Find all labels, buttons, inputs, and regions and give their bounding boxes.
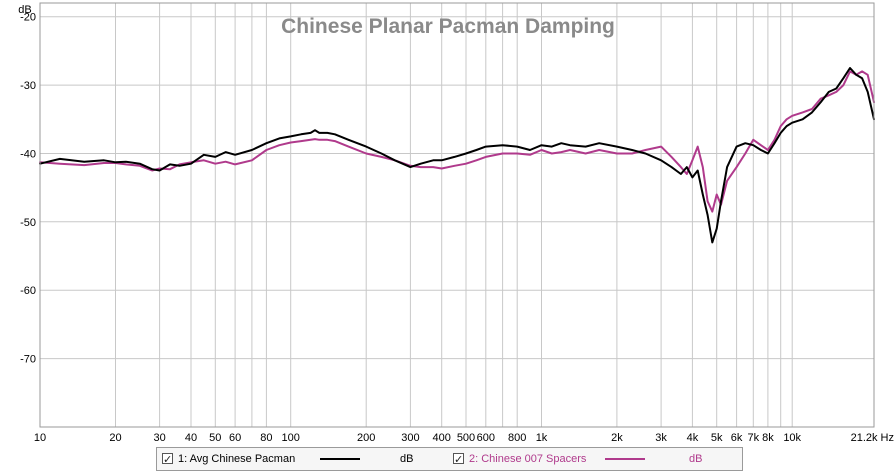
legend: 1: Avg Chinese Pacman dB 2: Chinese 007 … [156, 447, 743, 471]
y-tick-labels: -20 -30 -40 -50 -60 -70 [20, 12, 36, 366]
x-tick-label: 20 [109, 432, 121, 444]
x-tick-label: 40 [185, 432, 197, 444]
series-1-swatch [320, 458, 360, 460]
series-1-name: 1: Avg Chinese Pacman [178, 453, 296, 465]
frequency-response-chart: Chinese Planar Pacman Damping dB -20-30-… [18, 2, 894, 444]
legend-item-series-2[interactable]: 2: Chinese 007 Spacers dB [453, 448, 743, 471]
y-gridlines [40, 16, 874, 360]
x-tick-label: 2k [611, 432, 623, 444]
x-tick-label: 3k [655, 432, 667, 444]
series-2-checkbox[interactable] [453, 449, 464, 471]
y-axis-label: dB [18, 4, 31, 16]
series-line-2 [39, 70, 875, 213]
series-2-name: 2: Chinese 007 Spacers [469, 453, 587, 465]
x-tick-label: 200 [357, 432, 375, 444]
x-tick-label: 8k [762, 432, 774, 444]
series-2-unit: dB [689, 453, 703, 465]
x-tick-label: 600 [477, 432, 495, 444]
plot-background [40, 3, 874, 427]
x-tick-label: 6k [731, 432, 743, 444]
legend-item-series-1[interactable]: 1: Avg Chinese Pacman dB [162, 448, 452, 471]
x-tick-label: 300 [401, 432, 419, 444]
series-line-1 [39, 67, 875, 244]
series-2-swatch [605, 458, 645, 460]
x-tick-label: 100 [282, 432, 300, 444]
series-1-checkbox[interactable] [162, 449, 173, 471]
x-tick-label: 10 [34, 432, 46, 444]
x-tick-label: 1k [536, 432, 548, 444]
x-tick-label: 7k [747, 432, 759, 444]
x-tick-label: 400 [433, 432, 451, 444]
x-tick-label: 80 [260, 432, 272, 444]
x-tick-label: 30 [153, 432, 165, 444]
chart-title: Chinese Planar Pacman Damping [281, 15, 615, 38]
x-tick-label: 50 [209, 432, 221, 444]
y-tick-label: -70 [20, 354, 36, 366]
y-tick-label: -20 [20, 12, 36, 24]
y-tick-label: -50 [20, 217, 36, 229]
series-1-unit: dB [400, 453, 414, 465]
y-tick-label: -40 [20, 149, 36, 161]
x-tick-label: 60 [229, 432, 241, 444]
x-tick-label: 4k [687, 432, 699, 444]
y-tick-label: -30 [20, 80, 36, 92]
y-tick-label: -60 [20, 285, 36, 297]
plot-frame [39, 2, 875, 428]
x-tick-label: 800 [508, 432, 526, 444]
x-tick-label: 5k [711, 432, 723, 444]
x-tick-labels: 10 20 30 40 50 60 80 100 200 300 400 500 600 800 1k 2k 3… [34, 432, 894, 444]
x-tick-label: 21.2k Hz [851, 432, 894, 444]
series-layer [39, 67, 875, 244]
x-tick-label: 500 [457, 432, 475, 444]
x-tick-label: 10k [783, 432, 801, 444]
x-gridlines [115, 3, 793, 427]
